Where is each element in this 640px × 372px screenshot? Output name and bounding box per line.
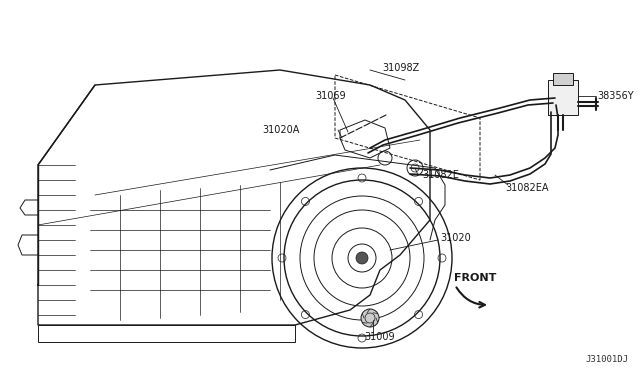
- Text: 31020A: 31020A: [262, 125, 300, 135]
- Text: 31082E: 31082E: [422, 170, 459, 180]
- Text: 31069: 31069: [315, 91, 346, 101]
- Text: 31082EA: 31082EA: [505, 183, 548, 193]
- Text: 31020: 31020: [440, 233, 471, 243]
- FancyBboxPatch shape: [553, 73, 573, 85]
- Circle shape: [361, 309, 379, 327]
- Text: FRONT: FRONT: [454, 273, 497, 283]
- Circle shape: [356, 252, 368, 264]
- Text: 31098Z: 31098Z: [382, 63, 419, 73]
- FancyBboxPatch shape: [548, 80, 578, 115]
- Text: 31009: 31009: [365, 332, 396, 342]
- Text: J31001DJ: J31001DJ: [585, 355, 628, 364]
- Text: 38356Y: 38356Y: [597, 91, 634, 101]
